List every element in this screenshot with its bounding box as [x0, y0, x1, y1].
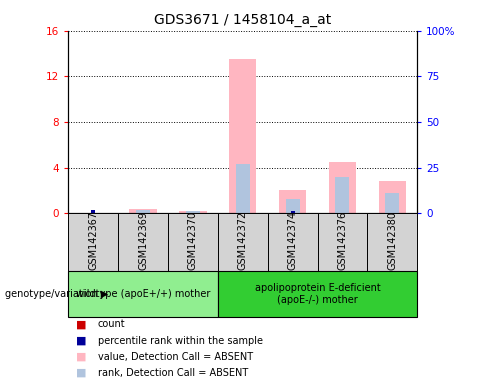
Bar: [386, 193, 399, 213]
Text: GSM142376: GSM142376: [338, 211, 347, 270]
Text: GSM142367: GSM142367: [88, 211, 98, 270]
Bar: [186, 210, 200, 213]
Text: rank, Detection Call = ABSENT: rank, Detection Call = ABSENT: [98, 368, 248, 378]
Bar: [268, 213, 318, 271]
Bar: [179, 211, 206, 213]
Text: ■: ■: [76, 352, 86, 362]
Bar: [279, 190, 306, 213]
Bar: [68, 271, 218, 317]
Text: GSM142380: GSM142380: [387, 211, 397, 270]
Text: GSM142374: GSM142374: [287, 211, 298, 270]
Bar: [318, 213, 367, 271]
Text: percentile rank within the sample: percentile rank within the sample: [98, 336, 263, 346]
Text: ■: ■: [76, 319, 86, 329]
Text: GSM142369: GSM142369: [138, 211, 148, 270]
Text: wildtype (apoE+/+) mother: wildtype (apoE+/+) mother: [76, 289, 210, 299]
Text: count: count: [98, 319, 125, 329]
Bar: [229, 59, 257, 213]
Bar: [118, 213, 168, 271]
Text: ■: ■: [76, 368, 86, 378]
Bar: [329, 162, 356, 213]
Bar: [367, 213, 417, 271]
Text: apolipoprotein E-deficient
(apoE-/-) mother: apolipoprotein E-deficient (apoE-/-) mot…: [255, 283, 381, 305]
Bar: [218, 213, 268, 271]
Text: GDS3671 / 1458104_a_at: GDS3671 / 1458104_a_at: [154, 13, 331, 27]
Bar: [236, 164, 250, 213]
Text: value, Detection Call = ABSENT: value, Detection Call = ABSENT: [98, 352, 253, 362]
Bar: [91, 210, 95, 213]
Bar: [218, 271, 417, 317]
Bar: [291, 211, 295, 213]
Bar: [285, 199, 300, 213]
Text: genotype/variation ▶: genotype/variation ▶: [5, 289, 108, 299]
Bar: [168, 213, 218, 271]
Bar: [379, 181, 406, 213]
Bar: [335, 177, 349, 213]
Bar: [136, 210, 150, 213]
Text: GSM142370: GSM142370: [188, 211, 198, 270]
Bar: [68, 213, 118, 271]
Bar: [129, 209, 157, 213]
Text: ■: ■: [76, 336, 86, 346]
Text: GSM142372: GSM142372: [238, 211, 248, 270]
